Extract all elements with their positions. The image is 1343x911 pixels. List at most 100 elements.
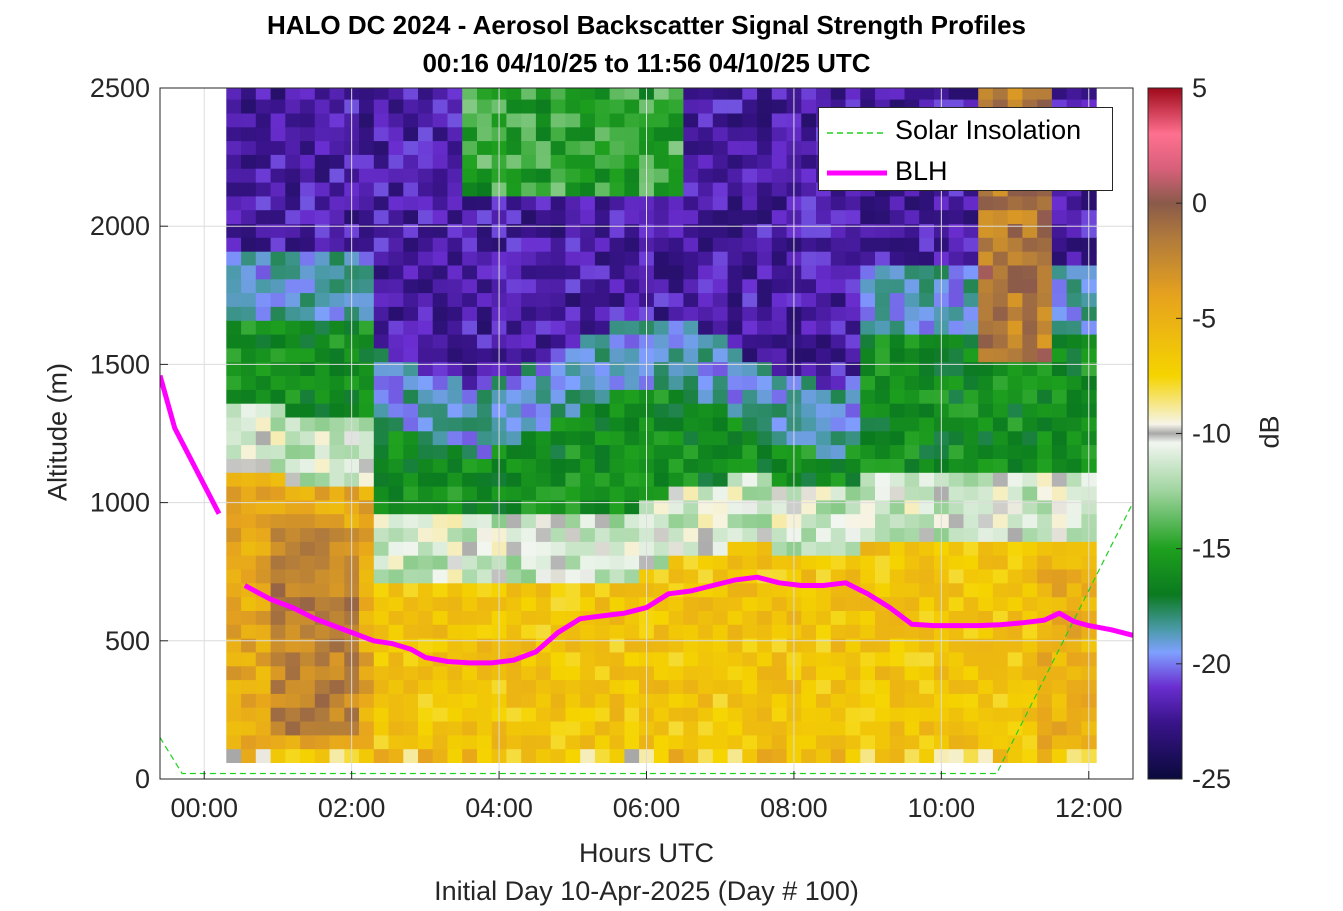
heatmap-cell: [698, 707, 714, 722]
heatmap-cell: [359, 610, 375, 625]
heatmap-cell: [403, 568, 419, 584]
heatmap-cell: [992, 375, 1009, 390]
heatmap-cell: [1022, 486, 1038, 501]
heatmap-cell: [432, 209, 448, 224]
heatmap-cell: [580, 112, 596, 128]
heatmap-cell: [594, 734, 611, 750]
heatmap-cell: [373, 209, 390, 224]
heatmap-cell: [1066, 582, 1082, 598]
heatmap-cell: [418, 624, 434, 639]
heatmap-cell: [1022, 403, 1038, 418]
heatmap-cell: [388, 195, 404, 211]
heatmap-cell: [860, 555, 876, 570]
legend-swatch-solar: [827, 132, 887, 134]
heatmap-cell: [609, 638, 625, 653]
heatmap-cell: [668, 140, 684, 155]
heatmap-cell: [727, 99, 743, 114]
heatmap-cell: [270, 223, 286, 238]
heatmap-cell: [801, 264, 817, 280]
heatmap-cell: [300, 278, 316, 294]
heatmap-cell: [757, 154, 773, 169]
heatmap-cell: [1051, 665, 1068, 681]
heatmap-cell: [875, 527, 891, 542]
heatmap-cell: [683, 513, 699, 529]
heatmap-cell: [1051, 195, 1068, 211]
heatmap-cell: [1051, 707, 1068, 722]
heatmap-cell: [904, 472, 920, 487]
heatmap-cell: [801, 126, 817, 142]
heatmap-cell: [550, 748, 566, 763]
heatmap-cell: [742, 679, 758, 694]
heatmap-cell: [860, 458, 876, 473]
heatmap-cell: [1022, 430, 1038, 446]
heatmap-cell: [565, 403, 581, 418]
heatmap-cell: [373, 99, 390, 114]
heatmap-cell: [609, 721, 625, 736]
heatmap-cell: [270, 624, 286, 639]
heatmap-cell: [889, 679, 906, 694]
heatmap-cell: [388, 416, 404, 432]
heatmap-cell: [550, 126, 566, 142]
heatmap-cell: [418, 320, 434, 335]
heatmap-cell: [948, 707, 964, 722]
heatmap-cell: [329, 88, 345, 100]
heatmap-cell: [388, 306, 404, 321]
heatmap-cell: [919, 458, 935, 473]
heatmap-cell: [1037, 306, 1053, 321]
heatmap-cell: [241, 278, 257, 294]
heatmap-cell: [521, 679, 537, 694]
heatmap-cell: [948, 693, 964, 708]
heatmap-cell: [270, 320, 286, 335]
heatmap-cell: [816, 472, 832, 487]
heatmap-cell: [771, 112, 788, 128]
heatmap-cell: [255, 320, 272, 335]
heatmap-cell: [359, 527, 375, 542]
heatmap-cell: [992, 513, 1009, 529]
heatmap-cell: [698, 88, 714, 100]
heatmap-cell: [698, 320, 714, 335]
heatmap-cell: [359, 458, 375, 473]
heatmap-cell: [1051, 568, 1068, 584]
heatmap-cell: [1022, 389, 1038, 404]
heatmap-cell: [255, 693, 272, 708]
heatmap-cell: [565, 209, 581, 224]
colorbar-label: dB: [1254, 415, 1285, 449]
heatmap-cell: [447, 403, 463, 418]
heatmap-cell: [255, 209, 272, 224]
heatmap-cell: [830, 88, 847, 100]
heatmap-cell: [801, 154, 817, 169]
heatmap-cell: [1066, 88, 1082, 100]
heatmap-cell: [845, 292, 861, 307]
heatmap-cell: [329, 126, 345, 142]
heatmap-cell: [477, 237, 493, 252]
heatmap-cell: [771, 306, 788, 321]
heatmap-cell: [668, 693, 684, 708]
heatmap-cell: [712, 361, 729, 376]
heatmap-cell: [300, 734, 316, 750]
heatmap-cell: [447, 375, 463, 390]
heatmap-cell: [653, 334, 670, 349]
heatmap-cell: [624, 251, 640, 266]
heatmap-cell: [889, 278, 906, 294]
heatmap-cell: [506, 748, 522, 763]
heatmap-cell: [300, 306, 316, 321]
heatmap-cell: [653, 140, 670, 155]
heatmap-cell: [992, 472, 1009, 487]
heatmap-cell: [403, 237, 419, 252]
heatmap-cell: [226, 679, 242, 694]
heatmap-cell: [771, 486, 788, 501]
y-tick-label: 1000: [90, 488, 150, 518]
heatmap-cell: [1022, 375, 1038, 390]
heatmap-cell: [727, 347, 743, 363]
heatmap-cell: [359, 237, 375, 252]
heatmap-cell: [668, 154, 684, 169]
heatmap-cell: [314, 251, 331, 266]
heatmap-cell: [241, 610, 257, 625]
heatmap-cell: [742, 320, 758, 335]
heatmap-cell: [285, 472, 301, 487]
heatmap-cell: [919, 596, 935, 611]
heatmap-cell: [668, 347, 684, 363]
heatmap-cell: [668, 416, 684, 432]
heatmap-cell: [653, 99, 670, 114]
heatmap-cell: [373, 403, 390, 418]
